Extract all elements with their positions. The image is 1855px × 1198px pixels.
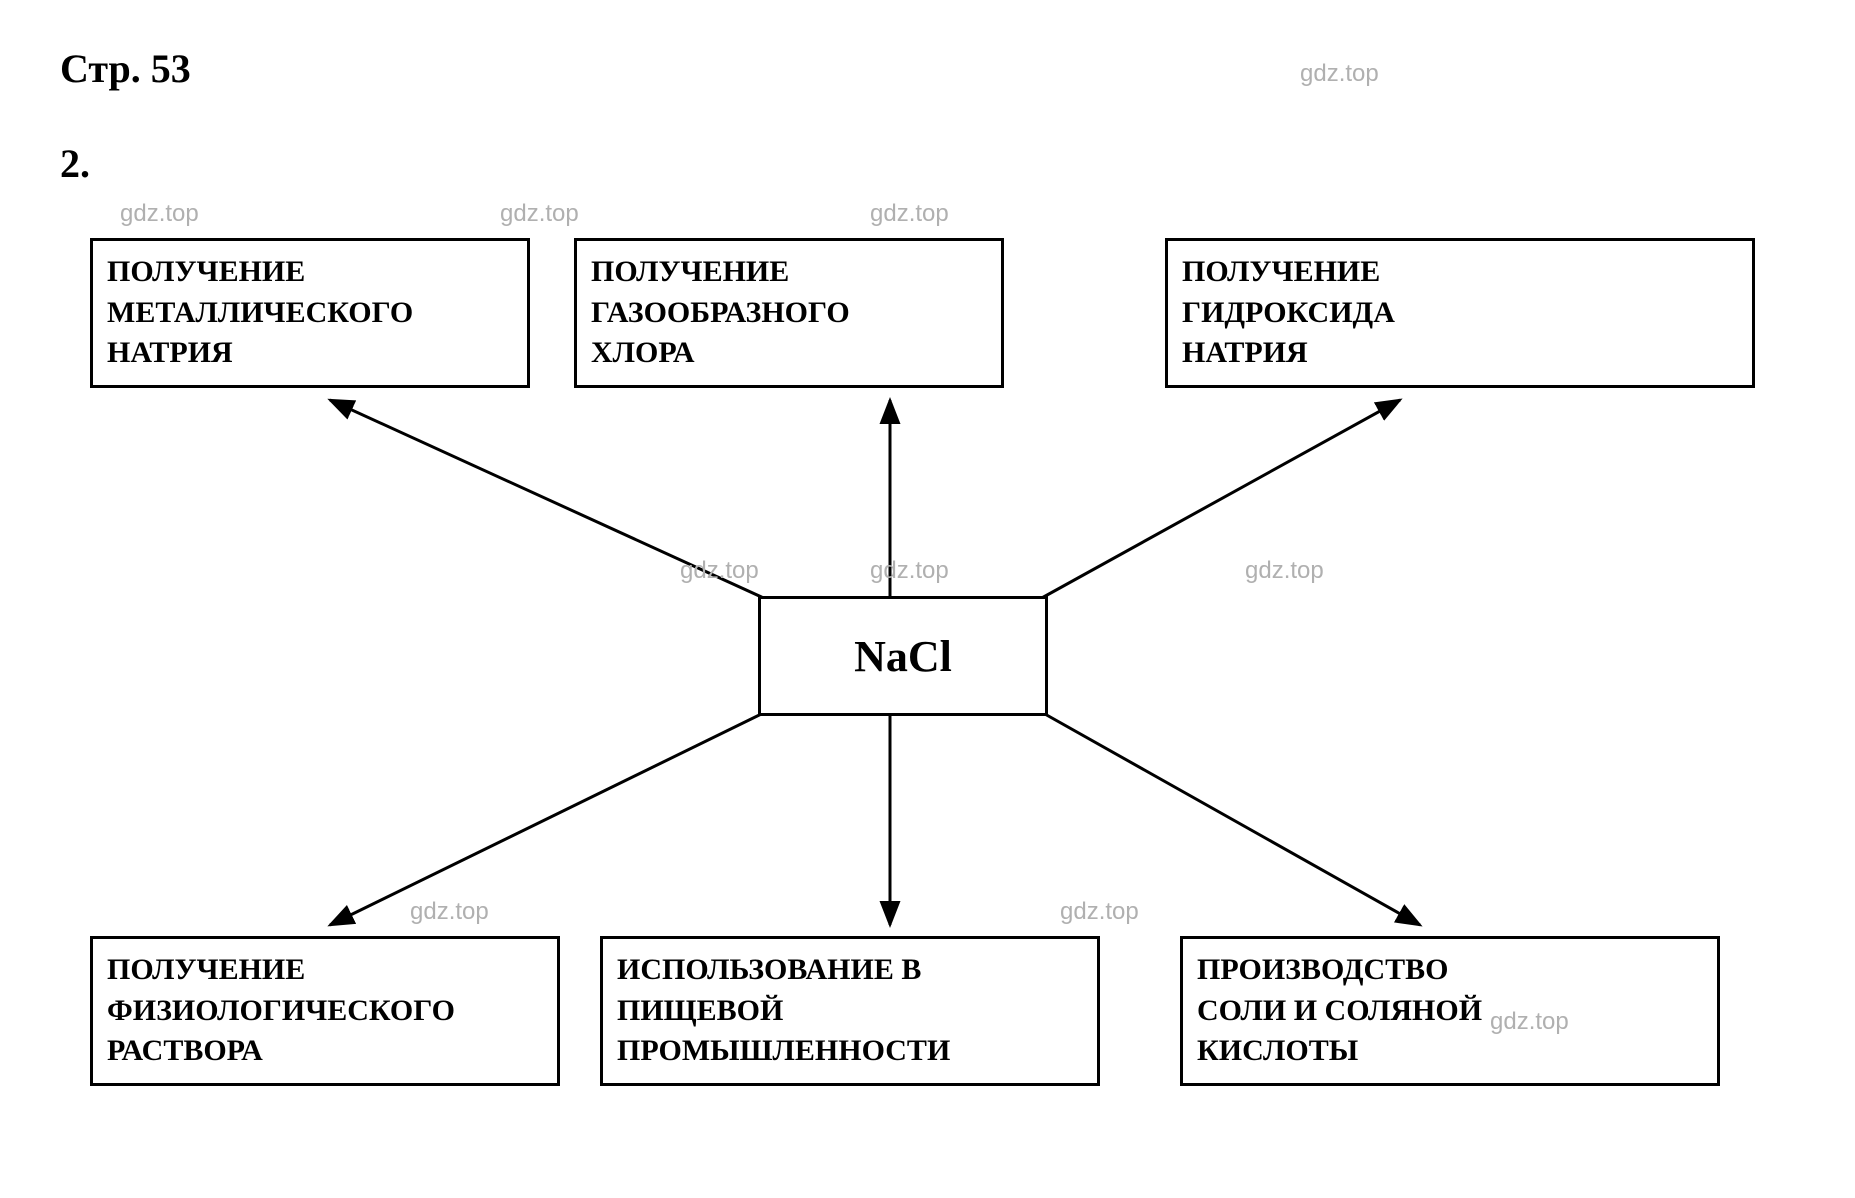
page-reference: Стр. 53 [60,45,191,92]
box-line: ХЛОРА [591,333,987,374]
box-line: ПИЩЕВОЙ [617,991,1083,1032]
watermark: gdz.top [870,557,949,585]
box-line: ПРОИЗВОДСТВО [1197,950,1703,991]
box-line: НАТРИЯ [1182,333,1738,374]
box-line: ПОЛУЧЕНИЕ [107,252,513,293]
box-sodium-hydroxide: ПОЛУЧЕНИЕ ГИДРОКСИДА НАТРИЯ [1165,238,1755,388]
box-line: ГИДРОКСИДА [1182,293,1738,334]
watermark: gdz.top [1060,898,1139,926]
box-line: ПОЛУЧЕНИЕ [107,950,543,991]
watermark: gdz.top [1490,1008,1569,1036]
box-line: ФИЗИОЛОГИЧЕСКОГО [107,991,543,1032]
arrow-line [330,700,790,925]
item-number: 2. [60,140,90,187]
box-physiological-solution: ПОЛУЧЕНИЕ ФИЗИОЛОГИЧЕСКОГО РАСТВОРА [90,936,560,1086]
box-gaseous-chlorine: ПОЛУЧЕНИЕ ГАЗООБРАЗНОГО ХЛОРА [574,238,1004,388]
watermark: gdz.top [1300,60,1379,88]
center-formula-box: NaCl [758,596,1048,716]
center-formula: NaCl [854,631,952,682]
box-line: ГАЗООБРАЗНОГО [591,293,987,334]
box-line: ПОЛУЧЕНИЕ [591,252,987,293]
watermark: gdz.top [120,200,199,228]
box-salt-hydrochloric-acid: ПРОИЗВОДСТВО СОЛИ И СОЛЯНОЙ КИСЛОТЫ [1180,936,1720,1086]
box-metallic-sodium: ПОЛУЧЕНИЕ МЕТАЛЛИЧЕСКОГО НАТРИЯ [90,238,530,388]
box-line: РАСТВОРА [107,1031,543,1072]
box-line: СОЛИ И СОЛЯНОЙ [1197,991,1703,1032]
box-line: ПОЛУЧЕНИЕ [1182,252,1738,293]
box-line: ИСПОЛЬЗОВАНИЕ В [617,950,1083,991]
watermark: gdz.top [870,200,949,228]
watermark: gdz.top [410,898,489,926]
watermark: gdz.top [680,557,759,585]
box-food-industry: ИСПОЛЬЗОВАНИЕ В ПИЩЕВОЙ ПРОМЫШЛЕННОСТИ [600,936,1100,1086]
watermark: gdz.top [500,200,579,228]
box-line: НАТРИЯ [107,333,513,374]
box-line: ПРОМЫШЛЕННОСТИ [617,1031,1083,1072]
arrow-line [1020,400,1400,610]
watermark: gdz.top [1245,557,1324,585]
box-line: МЕТАЛЛИЧЕСКОГО [107,293,513,334]
arrow-line [1020,700,1420,925]
box-line: КИСЛОТЫ [1197,1031,1703,1072]
